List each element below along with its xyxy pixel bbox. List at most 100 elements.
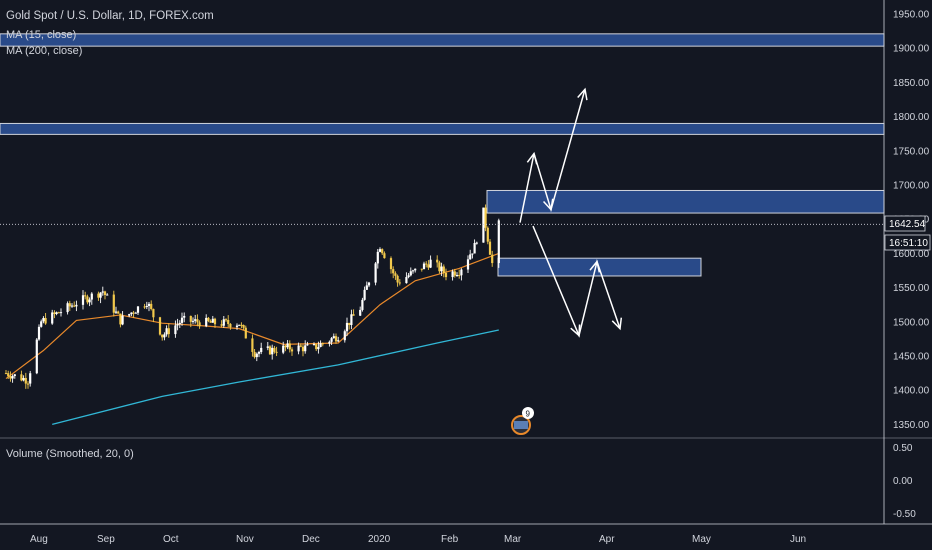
price-tick-label: 1900.00: [893, 44, 930, 55]
events-badge[interactable]: 9: [511, 407, 534, 435]
candle-body: [444, 272, 448, 278]
candle-body: [22, 377, 25, 381]
candle-body: [103, 291, 107, 295]
candle-body: [251, 338, 254, 352]
candle-body: [240, 324, 243, 326]
volume-legend[interactable]: Volume (Smoothed, 20, 0): [6, 448, 134, 460]
candle-body: [268, 346, 272, 355]
candle-body: [482, 207, 485, 243]
candle-body: [321, 343, 324, 345]
candle-body: [20, 374, 23, 381]
volume-tick-label: -0.50: [893, 509, 916, 520]
candle-body: [51, 312, 54, 324]
candle-body: [409, 271, 412, 276]
candle-body: [26, 383, 30, 385]
candle-body: [398, 282, 401, 284]
candle-body: [286, 343, 289, 348]
candle-body: [411, 270, 415, 272]
time-axis[interactable]: Aug Sep Oct Nov Dec 2020 Feb Mar Apr May…: [30, 534, 806, 545]
candle-body: [11, 376, 14, 379]
bullish-scenario-arrow: [519, 89, 586, 223]
candle-body: [253, 351, 256, 358]
candle-body: [128, 314, 131, 316]
candle-body: [163, 334, 166, 338]
price-pane[interactable]: [0, 0, 884, 438]
candle-body: [99, 292, 102, 298]
candle-body: [361, 299, 364, 310]
candle-body: [332, 336, 335, 339]
candle-body: [312, 344, 316, 346]
candle-body: [143, 306, 146, 308]
candles-layer: [4, 204, 500, 389]
candle-body: [229, 323, 232, 328]
candle-body: [381, 249, 384, 254]
candle-body: [165, 328, 168, 335]
countdown-text: 16:51:10: [889, 238, 928, 249]
candle-body: [473, 243, 476, 254]
time-axis-label: 2020: [368, 534, 391, 545]
candle-body: [422, 263, 426, 270]
candle-body: [273, 347, 276, 352]
candle-body: [359, 309, 362, 316]
candle-body: [158, 317, 162, 335]
arrow-head: [577, 87, 588, 101]
candle-body: [90, 293, 93, 300]
price-tick-label: 1800.00: [893, 112, 930, 123]
time-axis-label: Nov: [236, 534, 254, 545]
candle-body: [315, 344, 318, 350]
ma200-legend[interactable]: MA (200, close): [6, 45, 83, 57]
candle-body: [440, 266, 443, 272]
volume-tick-label: 0.50: [893, 443, 913, 454]
price-tick-label: 1500.00: [893, 317, 930, 328]
candle-body: [337, 340, 340, 342]
price-tick-label: 1950.00: [893, 10, 930, 21]
candle-body: [44, 318, 47, 324]
candle-body: [88, 299, 91, 303]
candle-body: [394, 273, 397, 276]
candle-body: [343, 331, 346, 341]
candle-body: [389, 258, 393, 270]
candle-body: [436, 259, 439, 263]
countdown-label: 16:51:10: [884, 234, 931, 251]
current-price-text: 1642.54: [889, 219, 926, 230]
candle-body: [178, 322, 181, 325]
candle-body: [442, 266, 445, 273]
candle-body: [350, 314, 353, 325]
volume-tick-label: 0.00: [893, 476, 913, 487]
candle-body: [29, 373, 32, 384]
candle-body: [460, 269, 463, 276]
event-count-bubble: [522, 407, 534, 419]
volume-axis[interactable]: 0.50 0.00 -0.50: [893, 443, 916, 520]
symbol-title[interactable]: Gold Spot / U.S. Dollar, 1D, FOREX.com: [6, 10, 214, 22]
candle-body: [405, 277, 408, 284]
candle-body: [57, 312, 60, 314]
candle-body: [260, 347, 263, 353]
candle-body: [471, 253, 474, 255]
candle-body: [455, 274, 459, 276]
candle-body: [367, 282, 371, 286]
candle-body: [189, 315, 192, 322]
time-axis-label: Feb: [441, 534, 459, 545]
ma200-line: [52, 329, 499, 426]
candle-body: [114, 311, 118, 313]
price-zone: [486, 189, 885, 214]
candle-body: [365, 285, 368, 290]
candle-body: [271, 347, 274, 355]
candle-body: [134, 312, 137, 314]
candle-body: [73, 305, 76, 307]
candle-body: [37, 326, 41, 340]
candle-body: [81, 295, 85, 305]
candle-body: [238, 324, 241, 326]
candle-body: [451, 271, 454, 278]
candle-body: [352, 314, 355, 316]
ma15-line: [5, 252, 500, 380]
candle-body: [317, 347, 320, 350]
ma15-legend[interactable]: MA (15, close): [6, 29, 77, 41]
candle-body: [59, 312, 63, 314]
candle-body: [242, 325, 245, 328]
candle-body: [345, 322, 349, 332]
candle-body: [180, 317, 184, 323]
candle-body: [363, 289, 366, 300]
candle-body: [453, 271, 456, 276]
